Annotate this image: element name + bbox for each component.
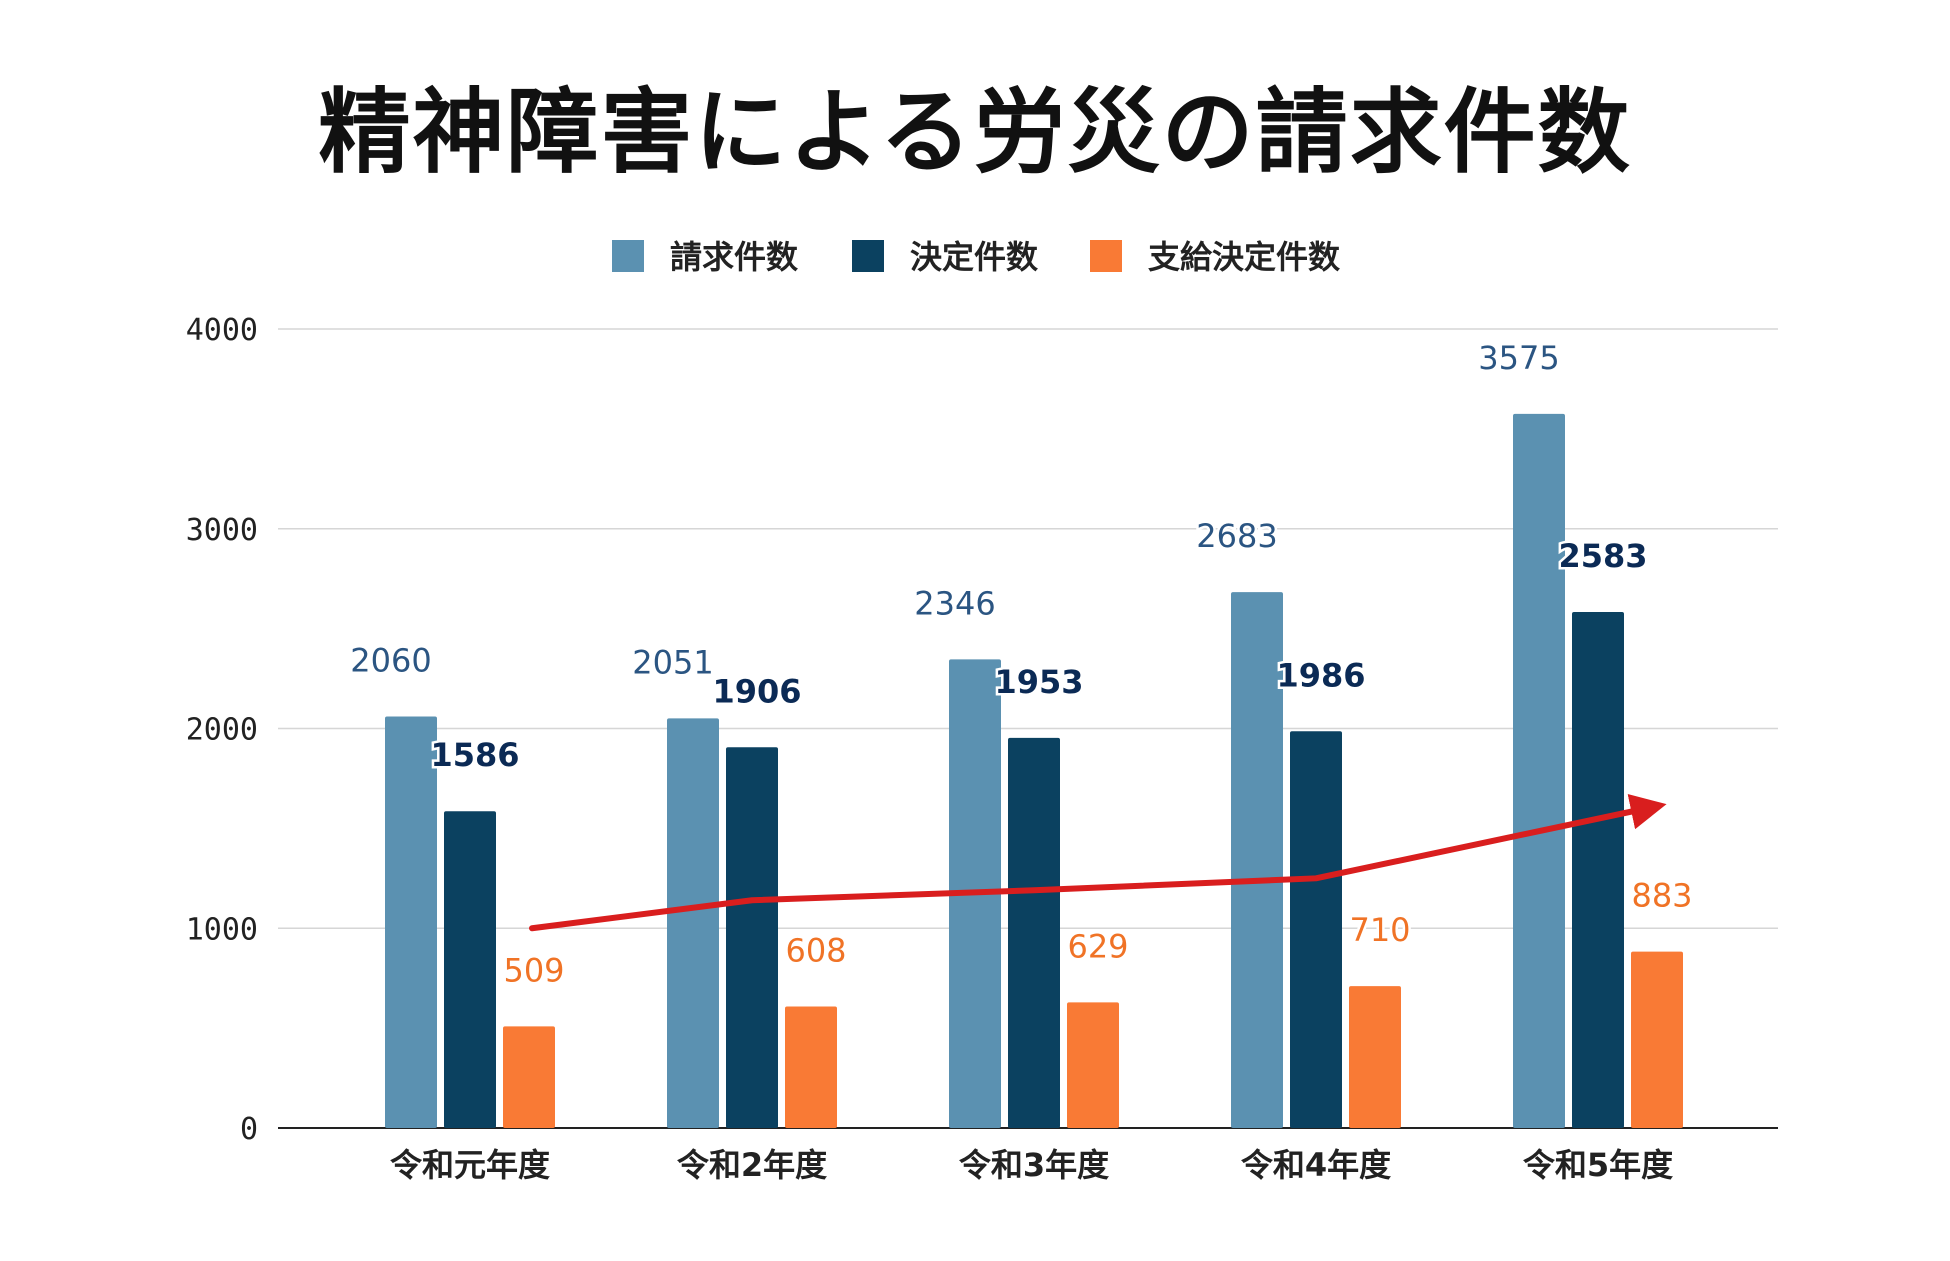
data-label: 710	[1349, 911, 1410, 949]
y-axis: 0 1000 2000 3000 4000	[186, 313, 258, 1147]
data-label: 1586	[430, 736, 519, 774]
data-label: 3575	[1478, 339, 1559, 377]
trend-arrow	[529, 794, 1667, 932]
data-label: 2346	[914, 584, 995, 622]
bar	[1513, 413, 1565, 1128]
legend-swatch	[1090, 240, 1122, 272]
legend-label: 決定件数	[910, 238, 1039, 276]
x-tick-label: 令和4年度	[1241, 1146, 1391, 1184]
bar	[1008, 737, 1060, 1128]
data-label: 1986	[1276, 656, 1365, 694]
x-tick-label: 令和元年度	[390, 1146, 550, 1184]
legend-swatch	[852, 240, 884, 272]
bars	[385, 413, 1683, 1128]
data-label: 608	[785, 932, 846, 970]
x-axis: 令和元年度 令和2年度 令和3年度 令和4年度 令和5年度	[390, 1146, 1673, 1184]
y-tick-label: 1000	[186, 912, 258, 947]
data-label: 1953	[994, 663, 1083, 701]
bar	[1231, 592, 1283, 1128]
bar	[503, 1026, 555, 1128]
y-tick-label: 4000	[186, 313, 258, 348]
bar	[1572, 612, 1624, 1128]
trend-arrow-line	[529, 794, 1667, 932]
bar	[1067, 1002, 1119, 1128]
chart-title: 精神障害による労災の請求件数	[318, 79, 1632, 186]
y-tick-label: 0	[240, 1112, 258, 1147]
data-label: 629	[1067, 927, 1128, 965]
data-label: 1906	[712, 672, 801, 710]
bar	[385, 716, 437, 1128]
data-labels: 2060 2051 2346 2683 3575 1586 1906 1953 1986 2583…	[348, 336, 1695, 991]
y-tick-label: 3000	[186, 513, 258, 548]
x-tick-label: 令和2年度	[677, 1146, 827, 1184]
y-tick-label: 2000	[186, 713, 258, 748]
bar	[1349, 986, 1401, 1128]
legend-label: 支給決定件数	[1148, 238, 1341, 276]
x-tick-label: 令和5年度	[1523, 1146, 1673, 1184]
bar	[785, 1006, 837, 1128]
data-label: 883	[1631, 877, 1692, 915]
legend-swatch	[612, 240, 644, 272]
bar	[1290, 731, 1342, 1128]
bar	[444, 811, 496, 1128]
data-label: 2683	[1196, 517, 1277, 555]
data-label: 2051	[632, 643, 713, 681]
data-label: 2583	[1558, 537, 1647, 575]
bar	[667, 718, 719, 1128]
x-tick-label: 令和3年度	[959, 1146, 1109, 1184]
legend: 請求件数 決定件数 支給決定件数	[612, 238, 1341, 276]
bar	[726, 747, 778, 1128]
legend-label: 請求件数	[670, 238, 799, 276]
bar	[1631, 951, 1683, 1128]
data-label: 509	[503, 951, 564, 989]
data-label: 2060	[350, 642, 431, 680]
